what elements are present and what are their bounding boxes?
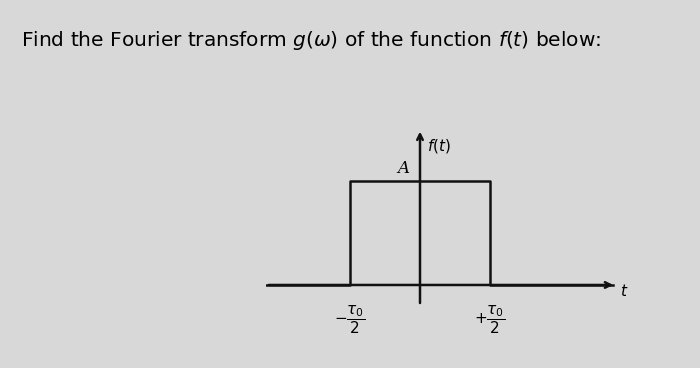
- Text: $f(t)$: $f(t)$: [427, 137, 451, 155]
- Text: Find the Fourier transform $g(\omega)$ of the function $f(t)$ below:: Find the Fourier transform $g(\omega)$ o…: [21, 29, 601, 53]
- Text: $+\dfrac{\tau_0}{2}$: $+\dfrac{\tau_0}{2}$: [475, 304, 505, 336]
- Text: $t$: $t$: [620, 283, 628, 299]
- Text: A: A: [398, 160, 410, 177]
- Text: $-\dfrac{\tau_0}{2}$: $-\dfrac{\tau_0}{2}$: [335, 304, 365, 336]
